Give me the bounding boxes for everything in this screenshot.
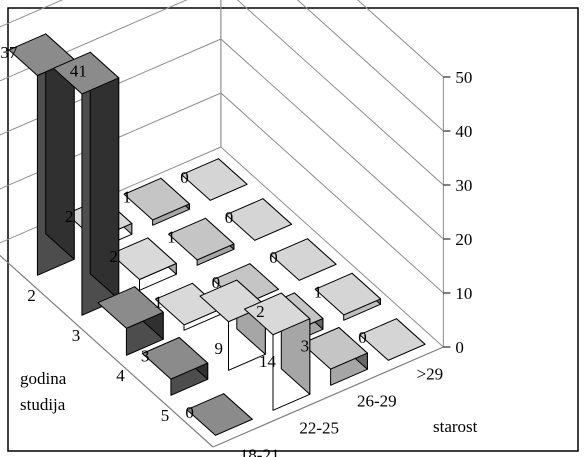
data-label: 0: [180, 168, 189, 187]
z-tick-label: 10: [455, 284, 472, 303]
bars: [8, 33, 426, 436]
bar-5-29: [359, 318, 426, 361]
data-label: 9: [215, 339, 224, 358]
y-tick-label-5: 5: [161, 406, 170, 425]
x-tick-label-18-21: 18-21: [240, 446, 280, 457]
z-tick-label: 40: [455, 122, 472, 141]
bar-5-26-29: [301, 327, 368, 386]
bar-1-26-29: [123, 177, 190, 226]
data-label: 3: [141, 347, 150, 366]
bar-3-18-21: [97, 286, 164, 356]
bar-face-top: [314, 272, 381, 316]
data-label: 41: [70, 61, 87, 80]
x-tick-label-22-25: 22-25: [299, 419, 339, 438]
bar-1-18-21: [8, 33, 75, 276]
bar-face-top: [225, 198, 292, 241]
x-tick-label-29: >29: [417, 365, 444, 384]
bar-face-top: [181, 158, 248, 201]
data-label: 1: [154, 292, 163, 311]
data-label: 37: [0, 43, 18, 62]
z-tick-label: 0: [455, 338, 464, 357]
z-tick-label: 50: [455, 68, 472, 87]
z-tick-label: 30: [455, 176, 472, 195]
bar-face-top: [141, 337, 209, 380]
x-axis-title: starost: [433, 417, 478, 436]
data-label: 1: [167, 227, 176, 246]
y-tick-label-2: 2: [27, 286, 36, 305]
bar-1-29: [181, 158, 248, 201]
floor-edge-right: [212, 346, 444, 448]
y-axis-title-line: studija: [20, 395, 66, 414]
chart-frame: [7, 7, 579, 452]
data-label: 0: [225, 208, 234, 227]
data-label: 3: [301, 337, 310, 356]
gridline: [0, 0, 444, 186]
data-label: 2: [110, 247, 119, 266]
data-label: 5: [106, 324, 115, 343]
bar-face-top: [168, 217, 235, 261]
y-tick-label-4: 4: [116, 366, 125, 385]
back-wall-left: [0, 0, 222, 244]
data-label: 0: [185, 403, 194, 422]
data-label: 14: [259, 352, 277, 371]
bar-2-26-29: [168, 217, 235, 266]
bar-5-18-21: [186, 393, 253, 436]
bar-face-top: [97, 286, 164, 329]
bar-face-top: [52, 51, 120, 95]
bar-4-18-21: [141, 337, 209, 396]
bar-face-top: [359, 318, 426, 361]
x-tick-label-26-29: 26-29: [357, 392, 397, 411]
data-label: 0: [269, 248, 278, 267]
bar-face-top: [244, 292, 311, 336]
y-axis-ticks: 12345: [27, 286, 170, 425]
bar-face-top: [110, 237, 177, 280]
bar-5-22-25: [244, 292, 311, 411]
z-axis-ticks: 0 10 20 30 40 50: [443, 68, 472, 357]
gridline: [0, 0, 444, 132]
bar-face-top: [155, 282, 222, 326]
bar-face-top: [270, 238, 337, 281]
bar-face-top: [123, 177, 190, 221]
y-axis-title-line: godina: [20, 369, 67, 388]
data-label: 0: [212, 273, 221, 292]
bar-4-29: [314, 272, 381, 321]
floor-edges: [0, 254, 444, 448]
data-label: 1: [123, 187, 132, 206]
bar-3-29: [270, 238, 337, 281]
y-tick-label-3: 3: [72, 326, 81, 345]
bar-face-top: [186, 393, 253, 436]
bar-face-top: [301, 327, 368, 370]
y-axis-title: godina studija: [20, 369, 67, 414]
data-label: 1: [314, 282, 323, 301]
x-axis-ticks: 18-21 22-25 26-29 >29: [240, 365, 443, 457]
data-label: 2: [256, 302, 265, 321]
bar-2-22-25: [110, 237, 177, 291]
bar-2-29: [225, 198, 292, 241]
floor-edge-left: [0, 254, 214, 448]
data-label: 0: [358, 328, 367, 347]
data-labels: 0 1 2 37 0 1 2 41 0 0 1 5 1 2 9 3 0 3 14 0: [0, 43, 366, 422]
data-label: 2: [65, 207, 74, 226]
z-tick-label: 20: [455, 230, 472, 249]
